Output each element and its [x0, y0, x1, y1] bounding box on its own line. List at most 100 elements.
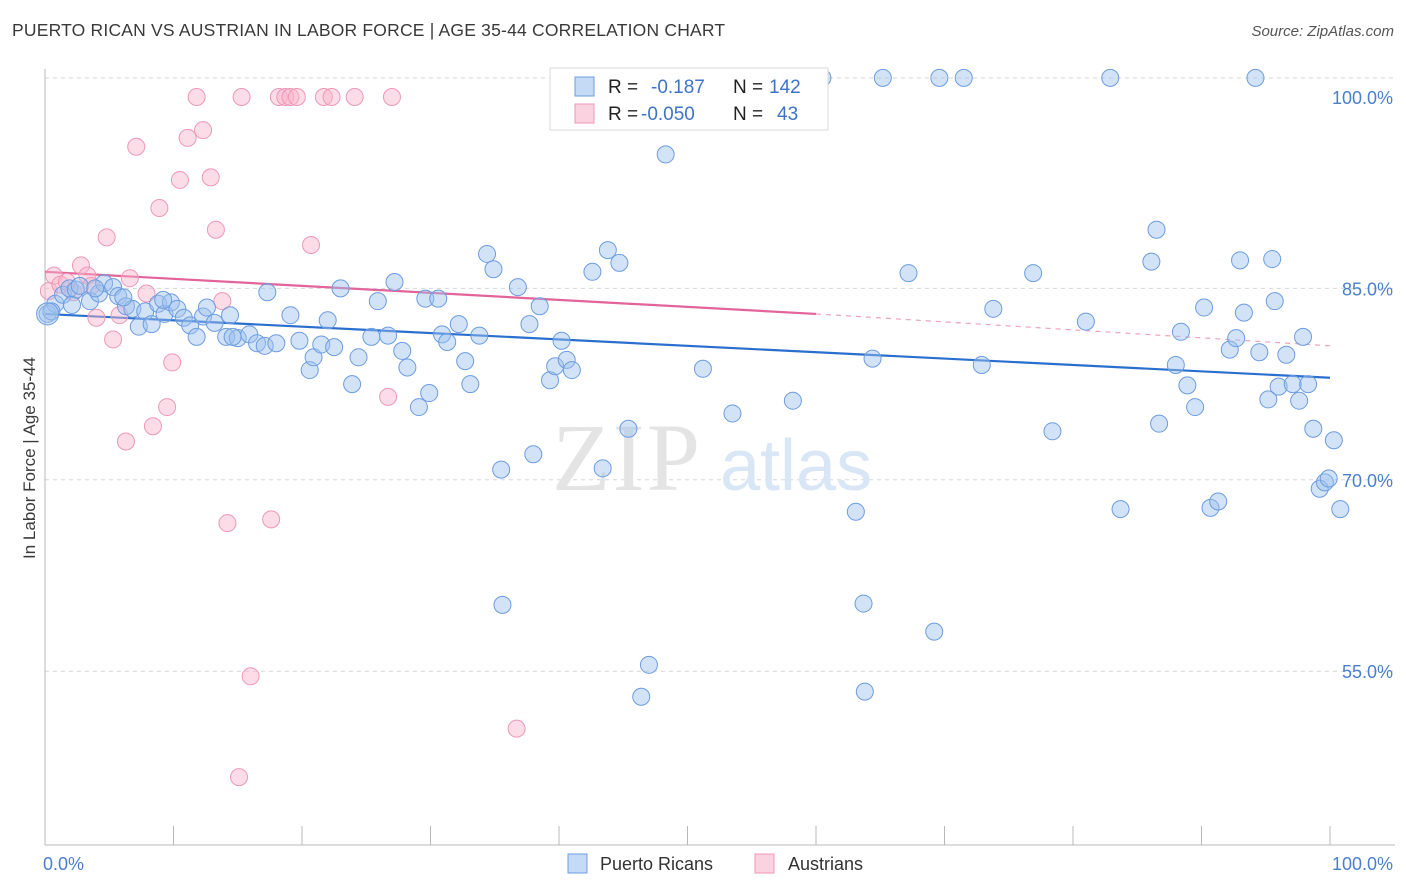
puerto-rican-point — [420, 384, 439, 403]
austrian-point — [345, 88, 364, 106]
legend-blue-swatch — [574, 76, 595, 97]
puerto-rican-point — [552, 331, 571, 350]
austrian-trendline-dashed — [815, 313, 1331, 347]
puerto-rican-point — [530, 297, 549, 316]
puerto-rican-point — [1299, 375, 1318, 394]
austrian-point — [314, 88, 333, 106]
y-tick-label: 100.0% — [1332, 88, 1393, 108]
puerto-rican-point — [267, 334, 286, 353]
puerto-rican-point — [854, 594, 873, 613]
puerto-rican-point — [461, 375, 480, 394]
puerto-rican-point — [1186, 398, 1205, 417]
puerto-rican-point — [438, 332, 457, 351]
y-axis-label: In Labor Force | Age 35-44 — [20, 357, 39, 559]
puerto-rican-point — [197, 298, 216, 317]
puerto-rican-point — [142, 315, 161, 334]
puerto-rican-point — [385, 273, 404, 292]
trend-layer — [44, 270, 1331, 379]
bottom-legend: Puerto Ricans Austrians — [567, 853, 863, 874]
puerto-rican-point — [524, 445, 543, 464]
austrian-point — [194, 121, 213, 140]
puerto-rican-point — [598, 241, 617, 260]
austrian-point — [232, 88, 251, 106]
puerto-rican-point — [1111, 500, 1130, 519]
puerto-rican-point — [619, 419, 638, 438]
tick-labels: 55.0% 70.0% 85.0% 100.0% 0.0% 100.0% — [43, 88, 1393, 874]
puerto-rican-point — [86, 279, 105, 298]
austrian-point — [170, 170, 189, 189]
puerto-rican-point — [1294, 327, 1313, 346]
source-credit: Source: ZipAtlas.com — [1251, 23, 1394, 40]
puerto-rican-point — [1259, 390, 1278, 409]
x-tick-label: 100.0% — [1332, 854, 1393, 874]
legend-r-value-1: -0.187 — [651, 77, 705, 98]
puerto-rican-point — [1043, 422, 1062, 441]
austrian-point — [143, 417, 162, 436]
puerto-rican-point — [1220, 340, 1239, 359]
puerto-rican-point — [62, 295, 81, 314]
austrian-point — [213, 292, 232, 311]
puerto-rican-point — [783, 391, 802, 410]
puerto-rican-point — [1319, 469, 1338, 488]
puerto-rican-point — [281, 306, 300, 325]
austrian-point — [158, 398, 177, 417]
austrian-point — [201, 168, 220, 187]
puerto-rican-point — [1231, 251, 1250, 270]
puerto-rican-point — [174, 308, 193, 327]
puerto-rican-point — [1142, 252, 1161, 271]
puerto-rican-point — [1269, 377, 1288, 396]
puerto-rican-point — [429, 289, 448, 308]
puerto-rican-point — [557, 350, 576, 369]
austrian-point — [163, 353, 182, 372]
puerto-rican-point — [258, 283, 277, 302]
austrian-point — [322, 88, 341, 106]
puerto-rican-point — [154, 290, 173, 309]
puerto-rican-point — [1234, 303, 1253, 322]
austrian-point — [104, 330, 123, 349]
puerto-rican-point — [520, 315, 539, 334]
puerto-rican-point — [325, 338, 344, 357]
puerto-rican-point — [1265, 292, 1284, 311]
legend-r-label-2: R = — [608, 104, 638, 125]
bottom-legend-label-1: Puerto Ricans — [600, 854, 713, 874]
puerto-rican-point — [484, 260, 503, 279]
austrian-point — [120, 269, 139, 288]
puerto-rican-point — [1166, 355, 1185, 374]
puerto-rican-point — [1250, 343, 1269, 362]
puerto-rican-point — [1195, 298, 1214, 317]
legend-n-value-2: 43 — [777, 104, 798, 125]
puerto-rican-point — [114, 288, 133, 307]
puerto-rican-point — [217, 327, 236, 346]
puerto-rican-point — [1290, 391, 1309, 410]
puerto-rican-point — [632, 687, 651, 706]
legend-pink-swatch — [574, 103, 595, 124]
austrian-point — [187, 88, 206, 106]
austrian-point — [241, 667, 260, 686]
puerto-rican-point — [593, 459, 612, 478]
y-tick-label: 70.0% — [1342, 471, 1393, 491]
austrian-point — [218, 514, 237, 533]
x-tick-label: 0.0% — [43, 854, 84, 874]
austrian-point — [379, 387, 398, 406]
puerto-rican-point — [1227, 329, 1246, 348]
puerto-rican-point — [583, 262, 602, 281]
puerto-rican-point — [1101, 68, 1120, 87]
puerto-rican-point — [541, 371, 560, 390]
y-tick-label: 85.0% — [1342, 279, 1393, 299]
puerto-rican-point — [693, 359, 712, 378]
puerto-rican-point — [456, 352, 475, 371]
puerto-rican-point — [393, 341, 412, 360]
puerto-rican-point — [95, 274, 114, 293]
puerto-rican-point — [470, 326, 489, 345]
austrian-point — [301, 236, 320, 255]
puerto-rican-point — [1024, 264, 1043, 283]
puerto-rican-point — [1147, 220, 1166, 239]
legend-n-value-1: 142 — [769, 77, 801, 98]
pink-square-icon — [754, 853, 775, 874]
austrian-point — [230, 768, 249, 787]
puerto-rican-point — [181, 316, 200, 335]
puerto-rican-point — [194, 307, 213, 326]
puerto-rican-point — [223, 327, 242, 346]
puerto-rican-point — [1324, 431, 1343, 450]
